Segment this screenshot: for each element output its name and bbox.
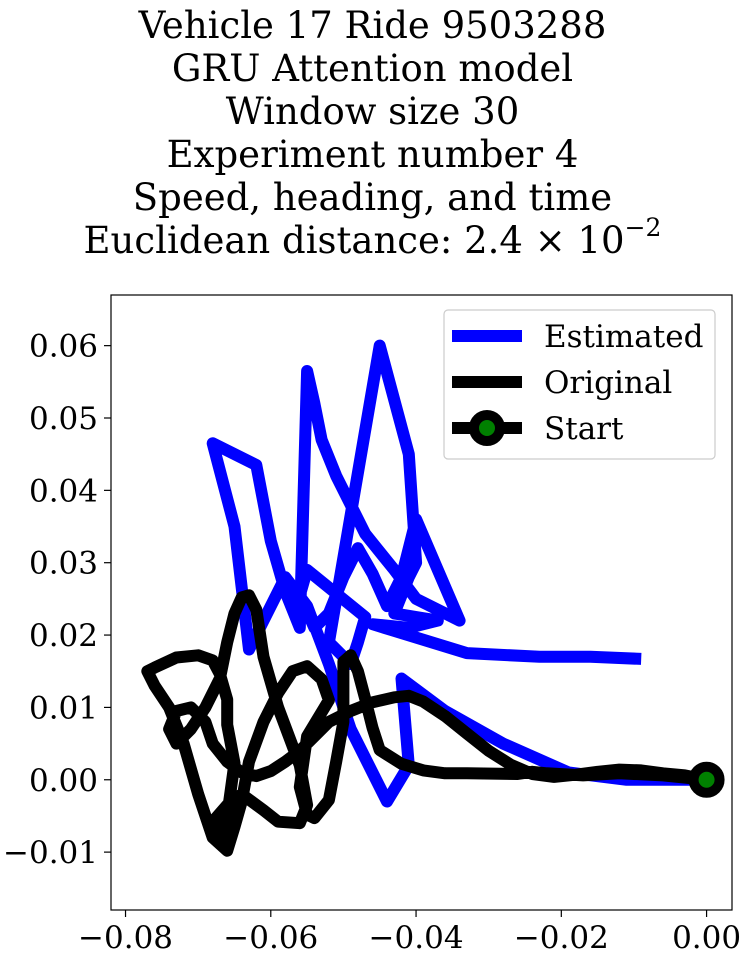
legend-original-label: Original bbox=[544, 365, 672, 401]
plot-frame bbox=[110, 294, 733, 911]
y-tick-label: 0.02 bbox=[29, 618, 98, 654]
chart-title: Vehicle 17 Ride 9503288 GRU Attention mo… bbox=[0, 4, 745, 262]
title-line-2: GRU Attention model bbox=[171, 47, 574, 90]
plot-lines bbox=[141, 339, 725, 857]
series-estimated-line bbox=[206, 339, 707, 808]
title-exponent: −2 bbox=[624, 213, 662, 242]
title-line-4: Experiment number 4 bbox=[166, 133, 579, 176]
y-tick-label: 0.00 bbox=[29, 763, 98, 799]
title-line-1: Vehicle 17 Ride 9503288 bbox=[138, 4, 607, 47]
y-tick-label: −0.01 bbox=[3, 835, 98, 871]
title-line-5: Speed, heading, and time bbox=[132, 176, 613, 219]
title-line-6: Euclidean distance: 2.4 × 10−2 bbox=[0, 215, 745, 262]
x-tick-label: 0.00 bbox=[672, 920, 741, 956]
x-tick-label: −0.04 bbox=[369, 920, 464, 956]
x-tick-label: −0.02 bbox=[514, 920, 609, 956]
series-original-line bbox=[141, 589, 708, 857]
series-start-marker bbox=[688, 761, 725, 798]
y-axis: −0.01 0.00 0.01 0.02 0.03 0.04 0.05 0.06 bbox=[3, 329, 111, 871]
legend-start-marker bbox=[469, 410, 505, 446]
y-tick-label: 0.04 bbox=[29, 473, 98, 509]
x-axis: −0.08 −0.06 −0.04 −0.02 0.00 bbox=[78, 910, 741, 956]
legend-start-label: Start bbox=[544, 411, 624, 447]
x-tick-label: −0.06 bbox=[223, 920, 318, 956]
title-line-6-text: Euclidean distance: 2.4 × 10 bbox=[83, 219, 625, 262]
y-tick-label: 0.06 bbox=[29, 329, 98, 365]
legend-estimated-label: Estimated bbox=[544, 319, 703, 355]
y-tick-label: 0.03 bbox=[29, 546, 98, 582]
y-tick-label: 0.05 bbox=[29, 401, 98, 437]
x-tick-label: −0.08 bbox=[78, 920, 173, 956]
legend-box bbox=[443, 309, 716, 460]
title-line-3: Window size 30 bbox=[225, 90, 520, 133]
y-tick-label: 0.01 bbox=[29, 690, 98, 726]
legend: Estimated Original Start bbox=[443, 309, 716, 460]
